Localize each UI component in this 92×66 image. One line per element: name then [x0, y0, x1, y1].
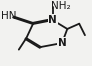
Text: NH₂: NH₂: [51, 1, 71, 11]
Text: N: N: [58, 38, 66, 48]
Text: HN: HN: [1, 11, 16, 21]
Text: N: N: [48, 15, 57, 25]
